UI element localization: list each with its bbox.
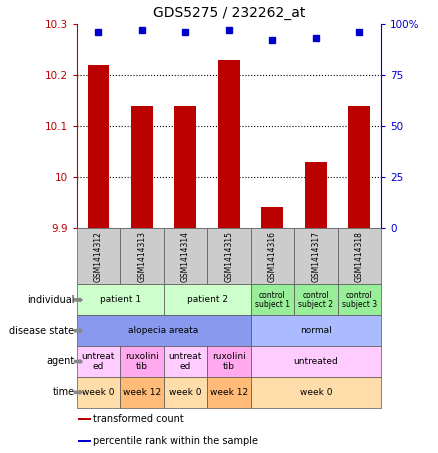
Text: ruxolini
tib: ruxolini tib [125, 352, 159, 371]
Text: transformed count: transformed count [93, 414, 184, 424]
Bar [164, 228, 207, 284]
Text: GSM1414318: GSM1414318 [355, 231, 364, 282]
Bar [131, 106, 153, 228]
Text: GSM1414315: GSM1414315 [224, 231, 233, 282]
Text: GSM1414313: GSM1414313 [138, 231, 146, 282]
Bar [88, 65, 109, 228]
Text: week 0: week 0 [82, 388, 115, 397]
Bar [77, 346, 120, 377]
Text: patient 1: patient 1 [99, 295, 141, 304]
Bar [251, 315, 381, 346]
Text: untreat
ed: untreat ed [169, 352, 202, 371]
Text: agent: agent [46, 357, 74, 366]
Text: patient 2: patient 2 [187, 295, 228, 304]
Bar [120, 228, 164, 284]
Text: ruxolini
tib: ruxolini tib [212, 352, 246, 371]
Bar [251, 284, 294, 315]
Bar [77, 284, 164, 315]
Bar [338, 228, 381, 284]
Text: week 0: week 0 [169, 388, 201, 397]
Text: untreated: untreated [293, 357, 338, 366]
Text: control
subject 1: control subject 1 [255, 290, 290, 309]
Text: GSM1414312: GSM1414312 [94, 231, 103, 282]
Title: GDS5275 / 232262_at: GDS5275 / 232262_at [153, 6, 305, 20]
Bar [261, 207, 283, 228]
Text: week 12: week 12 [210, 388, 248, 397]
Bar [78, 440, 91, 442]
Text: week 12: week 12 [123, 388, 161, 397]
Text: control
subject 2: control subject 2 [298, 290, 333, 309]
Bar [77, 228, 120, 284]
Bar [174, 106, 196, 228]
Text: control
subject 3: control subject 3 [342, 290, 377, 309]
Bar [77, 377, 120, 408]
Bar [251, 377, 381, 408]
Bar [207, 228, 251, 284]
Text: untreat
ed: untreat ed [82, 352, 115, 371]
Text: percentile rank within the sample: percentile rank within the sample [93, 436, 258, 446]
Bar [78, 418, 91, 420]
Text: alopecia areata: alopecia areata [128, 326, 199, 335]
Bar [251, 346, 381, 377]
Bar [120, 377, 164, 408]
Text: disease state: disease state [9, 326, 74, 336]
Bar [164, 284, 251, 315]
Bar [164, 377, 207, 408]
Bar [349, 106, 370, 228]
Text: GSM1414316: GSM1414316 [268, 231, 277, 282]
Bar [77, 315, 251, 346]
Text: normal: normal [300, 326, 332, 335]
Bar [338, 284, 381, 315]
Bar [294, 284, 338, 315]
Bar [218, 60, 240, 228]
Text: individual: individual [27, 295, 74, 305]
Text: week 0: week 0 [300, 388, 332, 397]
Text: time: time [52, 387, 74, 397]
Bar [207, 377, 251, 408]
Bar [251, 228, 294, 284]
Text: GSM1414314: GSM1414314 [181, 231, 190, 282]
Text: GSM1414317: GSM1414317 [311, 231, 320, 282]
Bar [120, 346, 164, 377]
Bar [294, 228, 338, 284]
Bar [164, 346, 207, 377]
Bar [305, 162, 327, 228]
Bar [207, 346, 251, 377]
